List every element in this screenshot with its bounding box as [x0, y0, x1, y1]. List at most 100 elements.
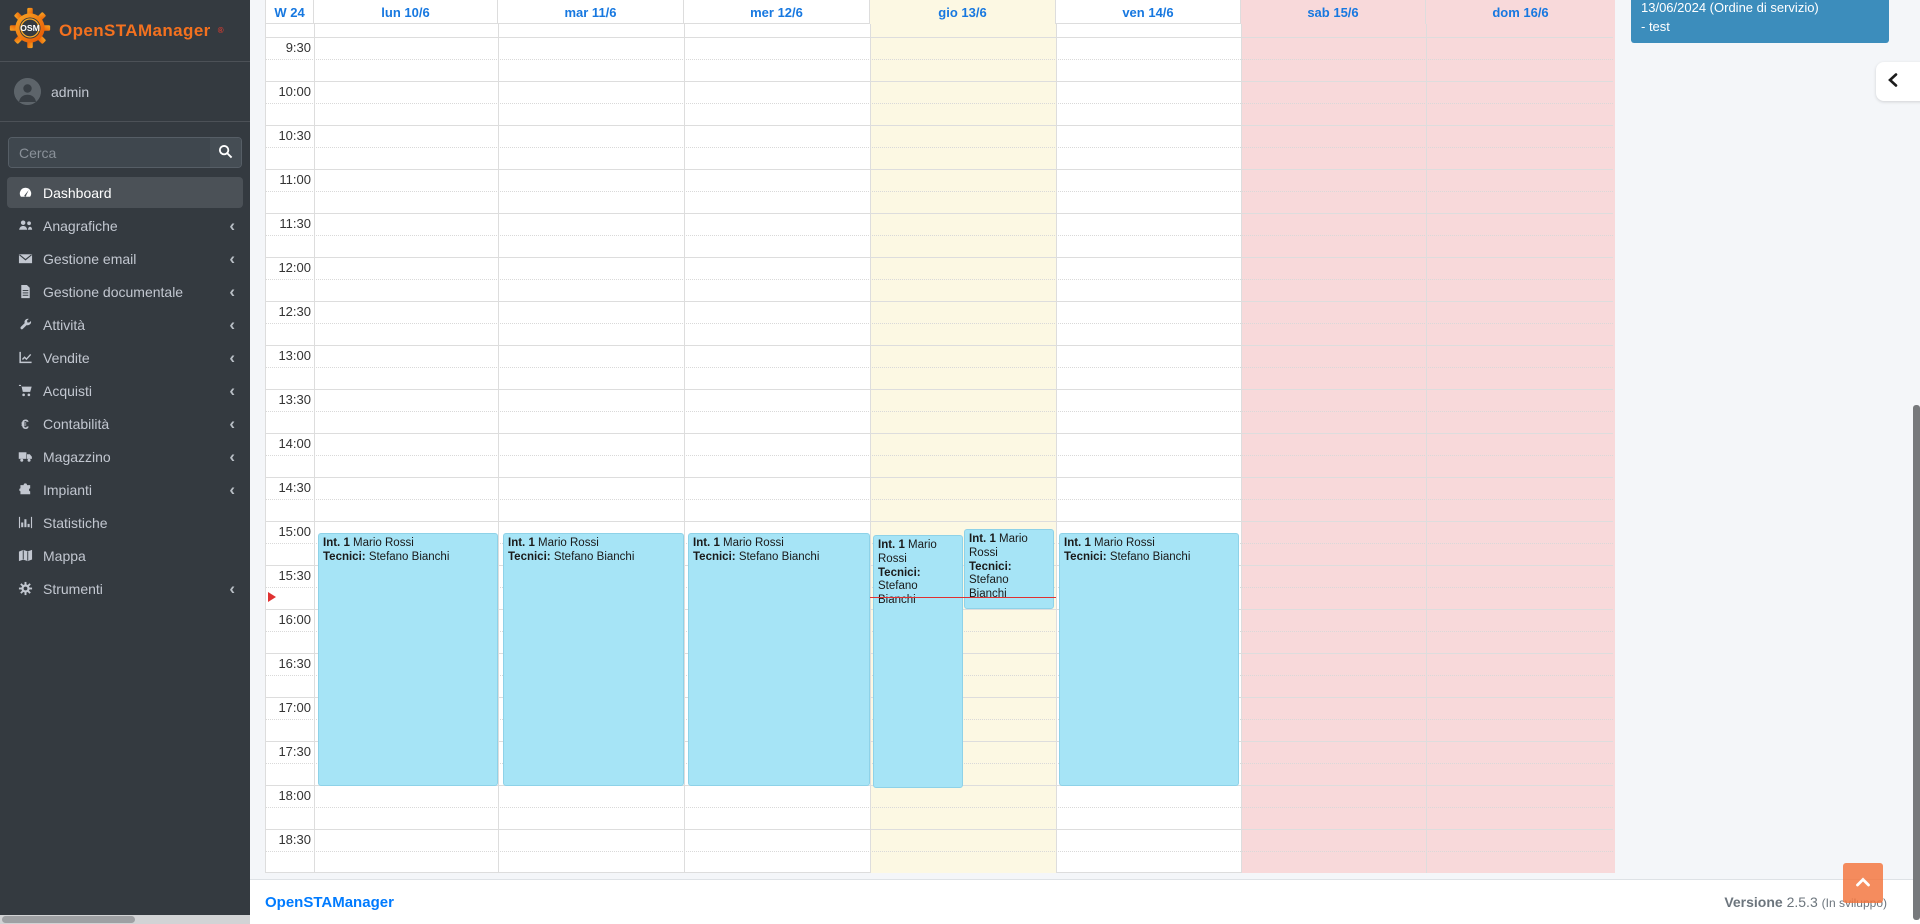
day-header-mar[interactable]: mar 11/6 — [498, 0, 684, 24]
grid-line — [870, 24, 871, 873]
time-row: 10:30 — [266, 125, 1613, 169]
time-label: 17:30 — [278, 744, 311, 759]
footer: OpenSTAManager Versione 2.5.3 (In svilup… — [250, 879, 1920, 924]
chart-line-icon — [15, 350, 35, 365]
calendar: W 24 lun 10/6 mar 11/6 mer 12/6 gio 13/6… — [265, 0, 1615, 873]
back-to-top-button[interactable] — [1843, 863, 1883, 903]
horizontal-scrollbar-thumb[interactable] — [2, 916, 135, 923]
time-label: 11:30 — [279, 216, 311, 231]
calendar-event[interactable]: Int. 1 Mario Rossi Tecnici: Stefano Bian… — [688, 533, 870, 786]
sidebar-item-dashboard[interactable]: Dashboard — [7, 177, 243, 208]
widget-line1: 13/06/2024 (Ordine di servizio) — [1641, 0, 1819, 15]
grid-line — [314, 24, 315, 873]
sidebar-item-label: Anagrafiche — [43, 217, 118, 234]
week-number-cell[interactable]: W 24 — [266, 0, 314, 24]
service-order-widget[interactable]: 13/06/2024 (Ordine di servizio) - test — [1631, 0, 1889, 43]
time-label: 16:30 — [278, 656, 311, 671]
envelope-icon — [15, 251, 35, 266]
cart-icon — [15, 383, 35, 398]
app-logo[interactable]: OSM OpenSTAManager ® — [0, 0, 250, 62]
chart-bar-icon — [15, 515, 35, 530]
day-header-sab[interactable]: sab 15/6 — [1241, 0, 1426, 24]
sidebar-item-impianti[interactable]: Impianti ‹ — [7, 474, 243, 505]
sidebar-item-gestione-documentale[interactable]: Gestione documentale ‹ — [7, 276, 243, 307]
sidebar-item-contabilita[interactable]: € Contabilità ‹ — [7, 408, 243, 439]
time-row: 18:30 — [266, 829, 1613, 873]
search-button[interactable] — [210, 138, 241, 167]
sidebar-item-strumenti[interactable]: Strumenti ‹ — [7, 573, 243, 604]
calendar-day-column-weekend[interactable] — [1426, 24, 1615, 873]
calendar-event[interactable]: Int. 1 Mario Rossi Tecnici: Stefano Bian… — [318, 533, 498, 786]
sidebar-item-vendite[interactable]: Vendite ‹ — [7, 342, 243, 373]
app-title: OpenSTAManager — [59, 20, 211, 40]
time-label: 12:00 — [278, 260, 311, 275]
chevron-up-icon — [1855, 876, 1871, 891]
chevron-left-icon: ‹ — [229, 314, 235, 334]
current-time-arrow-icon — [268, 592, 276, 602]
users-icon — [15, 218, 35, 233]
time-row: 9:30 — [266, 37, 1613, 81]
day-header-dom[interactable]: dom 16/6 — [1426, 0, 1615, 24]
time-row: 18:00 — [266, 785, 1613, 829]
chevron-left-icon: ‹ — [229, 479, 235, 499]
grid-line — [684, 24, 685, 873]
sidebar-item-anagrafiche[interactable]: Anagrafiche ‹ — [7, 210, 243, 241]
calendar-day-column-weekend[interactable] — [1241, 24, 1426, 873]
time-label: 9:30 — [285, 40, 311, 55]
time-label: 15:30 — [278, 568, 311, 583]
time-row: 11:30 — [266, 213, 1613, 257]
time-label: 10:30 — [278, 128, 311, 143]
sidebar-item-mappa[interactable]: Mappa — [7, 540, 243, 571]
sidebar-item-label: Mappa — [43, 547, 86, 564]
grid-line — [498, 24, 499, 873]
sidebar-item-statistiche[interactable]: Statistiche — [7, 507, 243, 538]
calendar-event[interactable]: Int. 1 Mario Rossi Tecnici: Stefano Bian… — [503, 533, 684, 786]
euro-icon: € — [21, 415, 29, 432]
chevron-left-icon: ‹ — [229, 578, 235, 598]
time-row: 12:30 — [266, 301, 1613, 345]
wrench-icon — [15, 317, 35, 332]
sidebar-item-acquisti[interactable]: Acquisti ‹ — [7, 375, 243, 406]
time-label: 14:30 — [278, 480, 311, 495]
sidebar-menu: Dashboard Anagrafiche ‹ Gestione email ‹ — [0, 175, 250, 606]
chevron-left-icon: ‹ — [229, 281, 235, 301]
sidebar-search — [8, 137, 242, 168]
sidebar-item-magazzino[interactable]: Magazzino ‹ — [7, 441, 243, 472]
user-panel[interactable]: admin — [0, 62, 250, 122]
time-label: 10:00 — [278, 84, 311, 99]
sidebar-item-label: Gestione documentale — [43, 283, 184, 300]
time-row: 13:00 — [266, 345, 1613, 389]
time-row: 13:30 — [266, 389, 1613, 433]
truck-icon — [15, 449, 35, 464]
search-icon — [218, 144, 233, 162]
time-row: 11:00 — [266, 169, 1613, 213]
map-icon — [15, 548, 35, 563]
file-icon — [15, 284, 35, 299]
svg-text:OSM: OSM — [20, 23, 40, 33]
day-header-ven[interactable]: ven 14/6 — [1056, 0, 1241, 24]
panel-collapse-button[interactable] — [1876, 62, 1920, 101]
day-header-gio[interactable]: gio 13/6 — [870, 0, 1056, 24]
grid-line — [1056, 24, 1057, 873]
sidebar-item-label: Strumenti — [43, 580, 103, 597]
calendar-event[interactable]: Int. 1 Mario Rossi Tecnici: Stefano Bian… — [964, 529, 1054, 609]
puzzle-icon — [15, 482, 35, 497]
vertical-scrollbar-thumb[interactable] — [1913, 405, 1920, 920]
chevron-left-icon — [1886, 72, 1900, 91]
search-input[interactable] — [9, 138, 210, 167]
sidebar-item-label: Impianti — [43, 481, 93, 498]
day-header-lun[interactable]: lun 10/6 — [314, 0, 498, 24]
calendar-event[interactable]: Int. 1 Mario Rossi Tecnici: Stefano Bian… — [1059, 533, 1239, 786]
sidebar-item-attivita[interactable]: Attività ‹ — [7, 309, 243, 340]
footer-brand-link[interactable]: OpenSTAManager — [265, 893, 394, 911]
calendar-event[interactable]: Int. 1 Mario Rossi Tecnici: Stefano Bian… — [873, 535, 963, 788]
grid-line — [1426, 24, 1427, 873]
grid-line — [1241, 24, 1242, 873]
sidebar-item-label: Attività — [43, 316, 86, 333]
sidebar-item-label: Contabilità — [43, 415, 110, 432]
time-label: 17:00 — [278, 700, 311, 715]
time-row: 12:00 — [266, 257, 1613, 301]
time-label: 14:00 — [278, 436, 311, 451]
sidebar-item-gestione-email[interactable]: Gestione email ‹ — [7, 243, 243, 274]
day-header-mer[interactable]: mer 12/6 — [684, 0, 870, 24]
